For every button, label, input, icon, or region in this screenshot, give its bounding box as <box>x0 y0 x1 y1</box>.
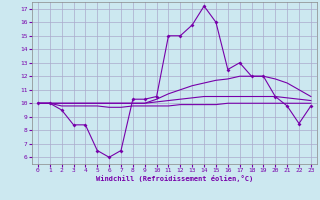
X-axis label: Windchill (Refroidissement éolien,°C): Windchill (Refroidissement éolien,°C) <box>96 175 253 182</box>
